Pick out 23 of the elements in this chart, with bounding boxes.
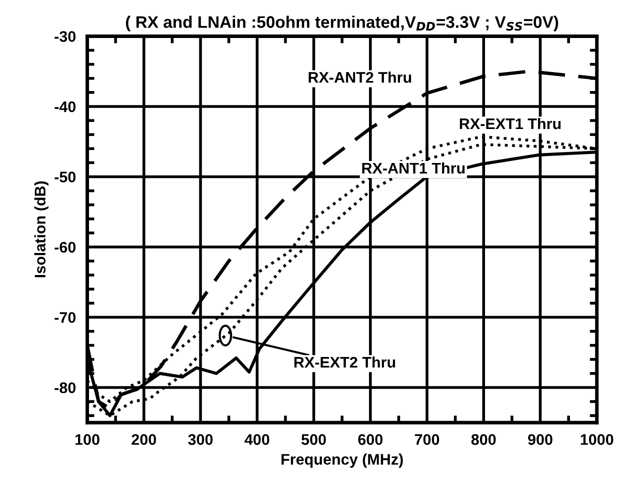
x-tick-label: 600: [358, 434, 382, 445]
x-tick-label: 800: [471, 434, 496, 445]
y-tick-label: -40: [54, 101, 76, 112]
x-tick-label: 500: [301, 434, 326, 445]
x-tick-label: 300: [188, 434, 213, 445]
x-tick-label: 200: [132, 434, 156, 445]
annotation: RX-ANT2 Thru: [308, 72, 412, 83]
y-axis-title: Isolation (dB): [34, 181, 49, 278]
y-tick-label: -80: [54, 382, 76, 394]
annotation: RX-ANT1 Thru: [362, 162, 465, 174]
y-tick-label: -50: [54, 172, 76, 182]
x-tick-label: 400: [244, 434, 270, 445]
y-tick-label: -30: [54, 31, 76, 42]
x-tick-label: 1000: [580, 434, 614, 445]
y-tick-label: -60: [54, 242, 76, 253]
chart-title: ( RX and LNAin :50ohm terminated,V$_{DD}$=3.3V ; V$_{SS}$=0V): [126, 16, 558, 32]
x-tick-label: 900: [528, 434, 552, 445]
annotation: RX-EXT1 Thru: [460, 118, 561, 130]
x-tick-label: 700: [414, 434, 440, 445]
annotation: RX-EXT2 Thru: [294, 356, 396, 368]
y-tick-label: -70: [54, 312, 76, 323]
x-axis-title: Frequency (MHz): [282, 454, 403, 468]
x-tick-label: 100: [75, 434, 100, 445]
